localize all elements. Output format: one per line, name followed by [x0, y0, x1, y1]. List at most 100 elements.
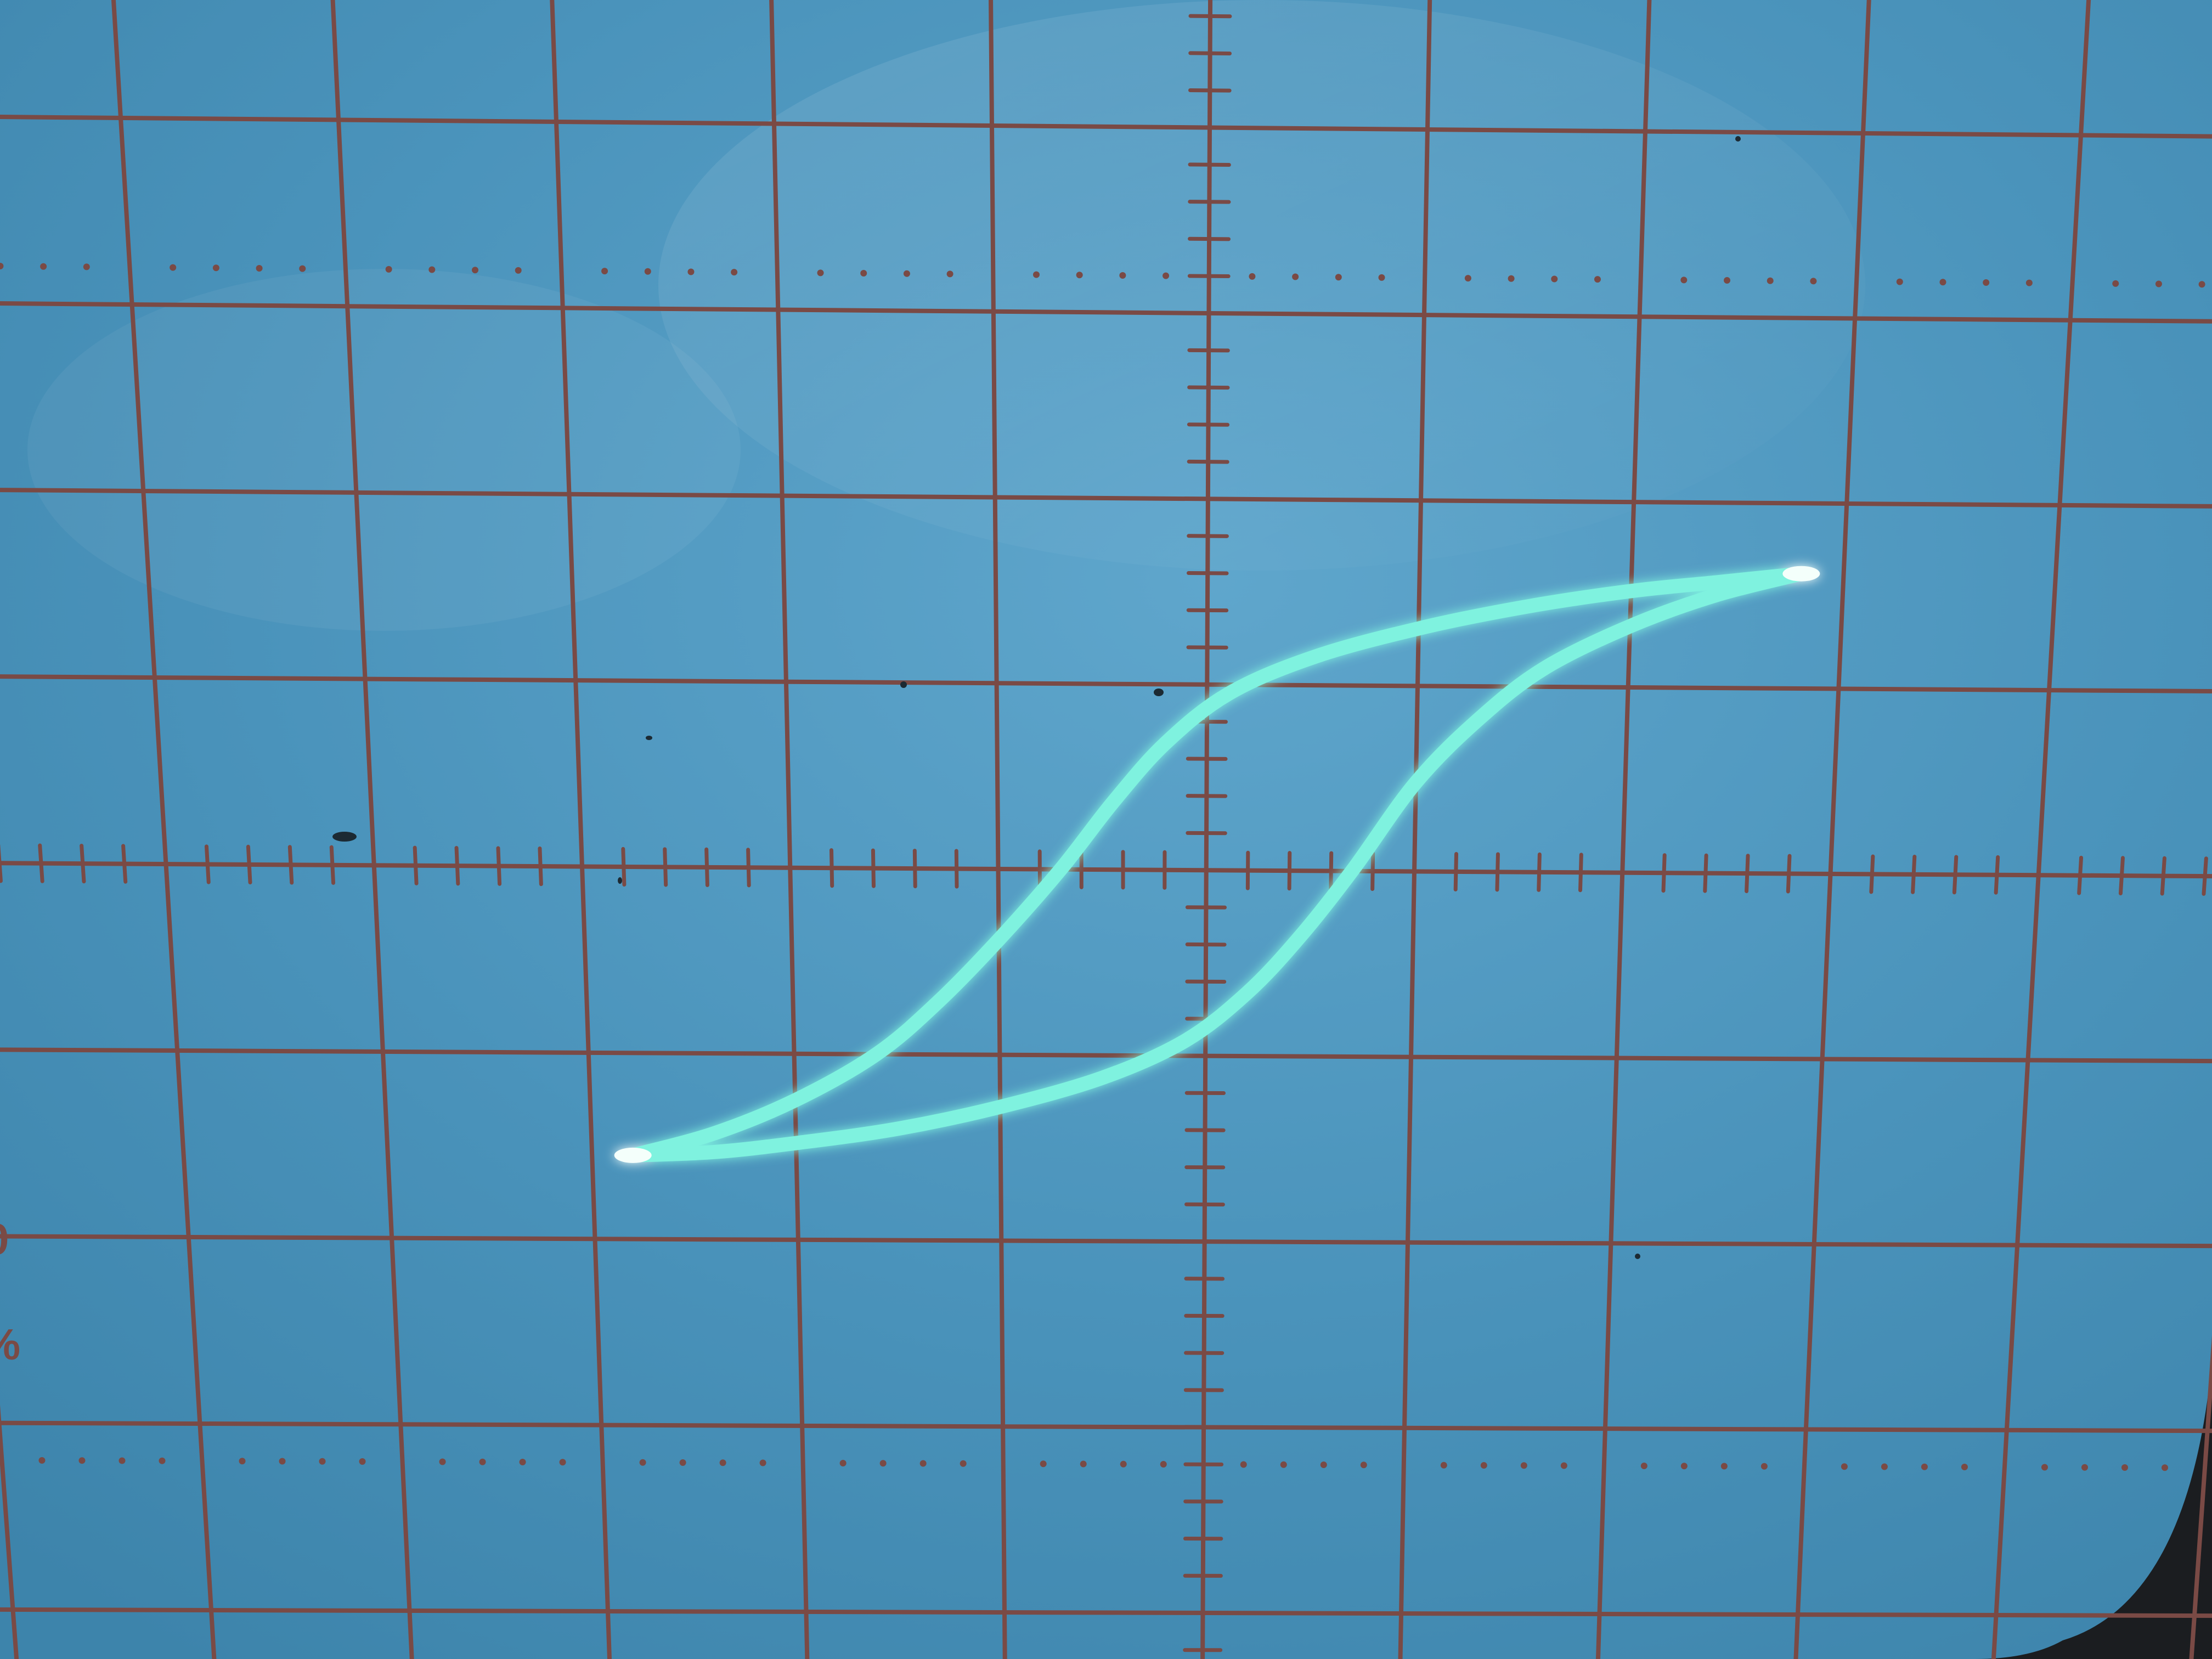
graticule-dot — [903, 270, 910, 277]
graticule-dot — [1680, 1463, 1688, 1470]
graticule-dot — [1983, 279, 1990, 286]
graticule-minor-tick — [413, 845, 419, 885]
graticule-dot — [2112, 280, 2119, 287]
graticule-minor-tick — [1745, 854, 1750, 894]
graticule-minor-tick — [1537, 852, 1542, 892]
graticule-dot — [1440, 1462, 1447, 1469]
graticule-minor-tick — [829, 848, 834, 888]
graticule-minor-tick — [1287, 851, 1292, 891]
graticule-dot — [1240, 1461, 1247, 1468]
graticule-dot — [170, 264, 177, 271]
screen-glare — [658, 0, 1865, 571]
graticule-dot — [1760, 1463, 1768, 1470]
graticule-minor-tick — [1187, 459, 1229, 464]
graticule-dot — [1292, 273, 1299, 280]
graticule-dot — [1551, 275, 1558, 283]
graticule-minor-tick — [204, 844, 211, 884]
graticule-dot — [1378, 274, 1385, 281]
graticule-dot — [1508, 275, 1515, 282]
graticule-dot — [2081, 1464, 2088, 1471]
graticule-dot — [559, 1459, 566, 1466]
graticule-dot — [299, 265, 306, 272]
graticule-dot — [2161, 1464, 2168, 1471]
graticule-dot — [519, 1459, 526, 1465]
graticule-minor-tick — [0, 844, 3, 883]
graticule-minor-tick — [2118, 856, 2125, 896]
dust-specks — [332, 136, 1741, 1259]
graticule-dot — [472, 267, 479, 274]
graticule-dot — [515, 267, 522, 274]
graticule-dot — [2155, 280, 2162, 287]
graticule-minor-tick — [663, 847, 668, 887]
graticule-dot — [385, 266, 392, 273]
graticule-dot — [38, 1457, 46, 1464]
graticule-dot — [439, 1458, 446, 1465]
graticule-dot — [1076, 272, 1083, 279]
graticule-dot — [860, 270, 867, 277]
graticule-minor-tick — [1188, 51, 1232, 55]
graticule-minor-tick — [1188, 88, 1232, 93]
graticule-dot — [1680, 276, 1688, 284]
graticule-dot — [1032, 271, 1040, 278]
graticule-dot — [239, 1458, 246, 1465]
graticule-dot — [759, 1459, 766, 1466]
graticule-dot — [1040, 1460, 1047, 1468]
graticule-dot — [119, 1457, 126, 1464]
graticule-minor-tick — [287, 845, 294, 885]
graticule-horizontal-line — [0, 488, 2212, 509]
graticule-vertical-line — [2189, 1335, 2212, 1659]
graticule-dot — [2041, 1464, 2048, 1471]
graticule-dot — [839, 1460, 847, 1466]
graticule-dot — [960, 1460, 967, 1467]
graticule-horizontal-line — [0, 861, 2212, 879]
graticule-minor-tick — [538, 846, 543, 887]
graticule-horizontal-line — [0, 1607, 2212, 1618]
hysteresis-trace — [614, 566, 1820, 1163]
graticule-minor-tick — [1786, 854, 1792, 894]
graticule-minor-tick — [2160, 856, 2166, 896]
graticule-minor-tick — [2202, 856, 2208, 896]
graticule-minor-tick — [1911, 855, 1917, 894]
graticule-dot — [1961, 1464, 1968, 1470]
graticule-dot — [1120, 1460, 1127, 1468]
graticule-dot — [1119, 272, 1126, 279]
graticule-dot — [359, 1458, 366, 1465]
graticule-minor-tick — [1703, 853, 1708, 893]
graticule-dot — [919, 1460, 927, 1467]
graticule-horizontal-line — [0, 1420, 2212, 1434]
graticule-dot — [2121, 1464, 2128, 1471]
graticule-minor-tick — [1453, 851, 1459, 891]
graticule-dot — [1520, 1462, 1527, 1469]
graticule-minor-tick — [954, 849, 959, 889]
graticule-vertical-line — [0, 1404, 19, 1659]
graticule-minor-tick — [1187, 385, 1230, 390]
trace-tip — [614, 1147, 652, 1163]
graticule-dot — [1335, 274, 1342, 281]
graticule-dot — [78, 1457, 86, 1464]
graticule-minor-tick — [121, 844, 128, 884]
graticule-dot — [1921, 1463, 1928, 1470]
graticule-dot — [644, 268, 651, 275]
graticule-minor-tick — [80, 843, 86, 884]
graticule-minor-tick — [38, 843, 44, 883]
graticule-dot — [731, 269, 738, 276]
graticule-minor-tick — [1994, 855, 2000, 895]
graticule-dot — [601, 268, 608, 275]
graticule-dot — [1881, 1463, 1888, 1470]
graticule-dot — [679, 1459, 686, 1466]
trace-upper-branch — [625, 566, 1809, 1163]
graticule-dot — [159, 1457, 166, 1464]
graticule-dot — [1767, 277, 1774, 284]
graticule-dot — [687, 268, 695, 275]
graticule-minor-tick — [1661, 853, 1667, 893]
graticule-dot — [1720, 1463, 1728, 1470]
graticule-dot — [1160, 1461, 1167, 1468]
graticule-dot — [817, 269, 824, 276]
graticule-dot — [1080, 1460, 1087, 1468]
graticule-dot — [1360, 1462, 1367, 1469]
graticule-minor-tick — [246, 844, 252, 885]
trace-tip — [1782, 566, 1820, 582]
graticule-dot — [279, 1458, 286, 1465]
